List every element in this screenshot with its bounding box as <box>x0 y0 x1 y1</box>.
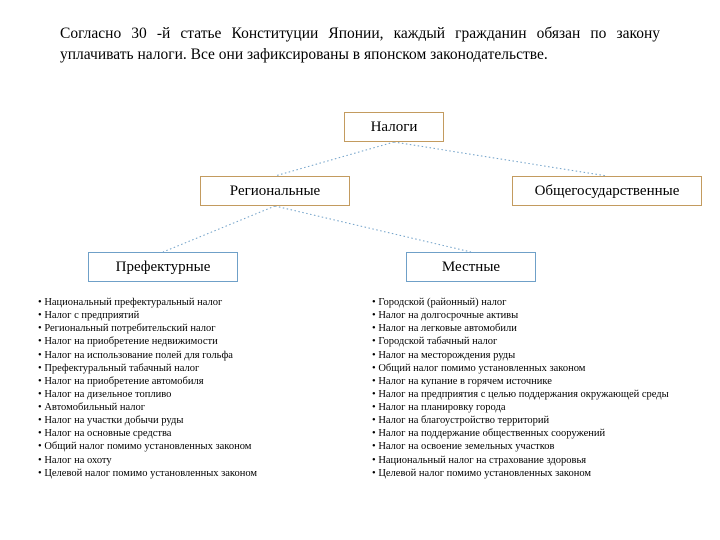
list-item: Региональный потребительский налог <box>38 322 358 335</box>
node-regional-label: Региональные <box>230 183 320 200</box>
list-item: Налог на купание в горячем источнике <box>372 375 692 388</box>
list-item: Налог на основные средства <box>38 427 358 440</box>
node-root-label: Налоги <box>371 119 418 136</box>
list-item: Налог на легковые автомобили <box>372 322 692 335</box>
node-pref: Префектурные <box>88 252 238 282</box>
list-item: Национальный префектуральный налог <box>38 296 358 309</box>
list-item: Налог на охоту <box>38 454 358 467</box>
list-item: Налог на месторождения руды <box>372 349 692 362</box>
list-item: Налог на участки добычи руды <box>38 414 358 427</box>
list-item: Налог на приобретение автомобиля <box>38 375 358 388</box>
list-item: Налог на дизельное топливо <box>38 388 358 401</box>
list-item: Общий налог помимо установленных законом <box>372 362 692 375</box>
list-item: Налог на использование полей для гольфа <box>38 349 358 362</box>
list-item: Целевой налог помимо установленных закон… <box>372 467 692 480</box>
list-item: Автомобильный налог <box>38 401 358 414</box>
list-item: Налог на предприятия с целью поддержания… <box>372 388 692 401</box>
local-list: Городской (районный) налогНалог на долго… <box>372 296 692 480</box>
list-item: Городской табачный налог <box>372 335 692 348</box>
list-item: Общий налог помимо установленных законом <box>38 440 358 453</box>
node-local-label: Местные <box>442 259 500 276</box>
list-item: Налог на поддержание общественных сооруж… <box>372 427 692 440</box>
list-item: Целевой налог помимо установленных закон… <box>38 467 358 480</box>
node-local: Местные <box>406 252 536 282</box>
prefectural-list: Национальный префектуральный налогНалог … <box>38 296 358 480</box>
list-item: Налог с предприятий <box>38 309 358 322</box>
list-item: Налог на приобретение недвижимости <box>38 335 358 348</box>
list-item: Налог на освоение земельных участков <box>372 440 692 453</box>
list-item: Налог на долгосрочные активы <box>372 309 692 322</box>
node-national: Общегосударственные <box>512 176 702 206</box>
list-item: Налог на благоустройство территорий <box>372 414 692 427</box>
list-item: Налог на планировку города <box>372 401 692 414</box>
list-item: Национальный налог на страхование здоров… <box>372 454 692 467</box>
intro-paragraph: Согласно 30 -й статье Конституции Японии… <box>60 24 660 66</box>
node-regional: Региональные <box>200 176 350 206</box>
node-pref-label: Префектурные <box>116 259 211 276</box>
list-item: Городской (районный) налог <box>372 296 692 309</box>
node-national-label: Общегосударственные <box>535 183 680 200</box>
list-item: Префектуральный табачный налог <box>38 362 358 375</box>
node-root: Налоги <box>344 112 444 142</box>
